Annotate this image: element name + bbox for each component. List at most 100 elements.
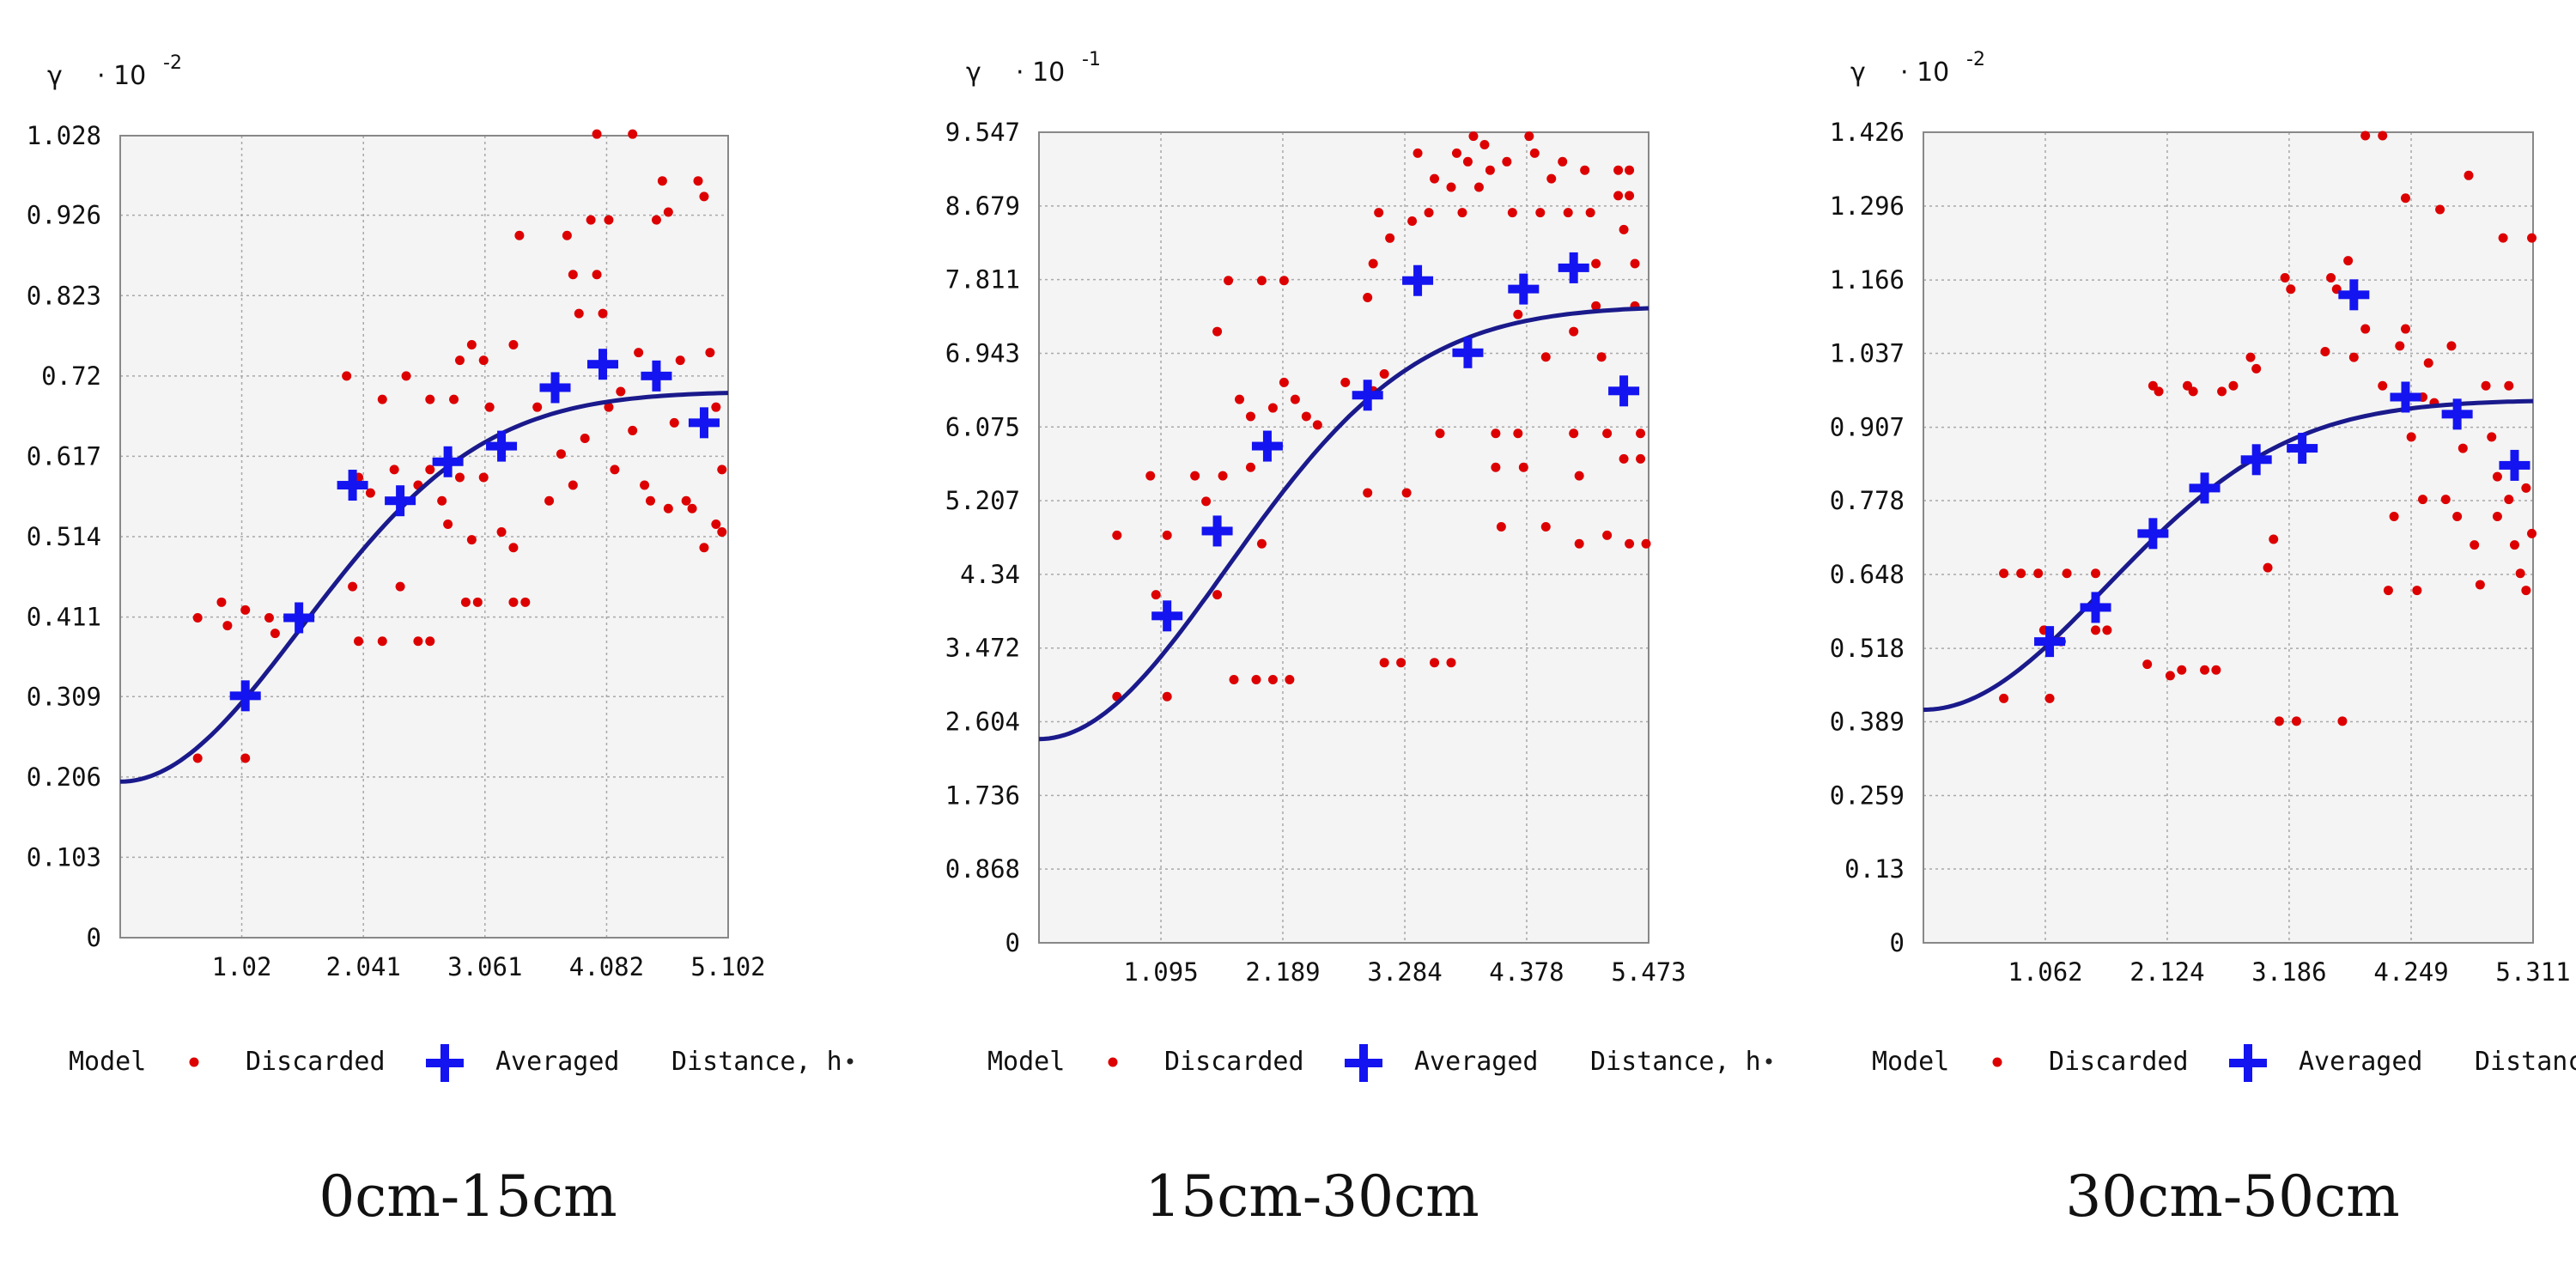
discarded-point — [717, 527, 727, 538]
discarded-point — [1279, 276, 1289, 286]
discarded-point — [508, 597, 519, 607]
discarded-point — [1162, 691, 1172, 702]
discarded-point — [466, 535, 477, 545]
discarded-point — [1279, 377, 1289, 387]
averaged-point — [2441, 398, 2473, 430]
discarded-point — [1540, 521, 1551, 532]
discarded-point — [592, 270, 602, 280]
discarded-point — [1251, 674, 1261, 684]
discarded-point — [508, 339, 519, 349]
legend-discarded-label: Discarded — [1164, 1047, 1304, 1077]
discarded-point — [1201, 496, 1212, 507]
discarded-point — [2263, 562, 2273, 573]
averaged-point-vbar — [2251, 444, 2261, 476]
discarded-point — [1457, 208, 1467, 218]
legend-averaged-label: Averaged — [1414, 1047, 1539, 1077]
discarded-point — [711, 519, 721, 529]
discarded-point — [2521, 483, 2531, 493]
legend-model-label: Model — [987, 1047, 1065, 1077]
discarded-point — [1535, 208, 1546, 218]
averaged-point-vbar — [396, 485, 405, 517]
y-tick-label: 0.411 — [27, 603, 101, 632]
legend-model-label: Model — [1872, 1047, 1949, 1077]
averaged-point — [283, 602, 315, 634]
averaged-point-vbar — [443, 446, 453, 477]
discarded-point — [1496, 521, 1506, 532]
discarded-point — [270, 629, 280, 639]
discarded-point — [1546, 173, 1557, 184]
y-tick-label: 0.206 — [27, 762, 101, 792]
discarded-point — [616, 386, 626, 397]
discarded-point — [2418, 495, 2428, 505]
discarded-point — [2326, 272, 2336, 283]
plot-frame — [119, 135, 729, 939]
averaged-point-vbar — [652, 360, 661, 392]
discarded-point — [2395, 341, 2405, 351]
discarded-point — [634, 348, 644, 358]
discarded-point — [1619, 453, 1629, 464]
discarded-point — [1285, 674, 1295, 684]
averaged-point-vbar — [699, 407, 708, 439]
plot-frame — [1038, 131, 1649, 944]
x-tick-label: 5.311 — [2495, 957, 2570, 987]
chart-caption: 15cm-30cm — [1145, 1163, 1479, 1230]
discarded-point — [2154, 386, 2164, 397]
legend-cross-vbar — [1359, 1044, 1368, 1082]
discarded-point — [1256, 276, 1267, 286]
y-scale-exponent: -2 — [1966, 49, 1985, 70]
discarded-point — [484, 402, 495, 412]
averaged-point — [539, 372, 571, 404]
discarded-point — [586, 215, 596, 225]
chart-caption: 0cm-15cm — [319, 1163, 617, 1230]
legend-discarded-marker — [1992, 1057, 2002, 1067]
discarded-point — [1462, 156, 1473, 167]
discarded-point — [395, 581, 405, 592]
y-tick-label: 0.72 — [41, 361, 101, 391]
discarded-point — [1563, 208, 1573, 218]
discarded-point — [568, 480, 578, 490]
discarded-point — [2211, 665, 2221, 675]
averaged-point-vbar — [1163, 600, 1172, 632]
discarded-point — [1625, 165, 1635, 175]
averaged-point — [1402, 264, 1434, 296]
y-tick-label: 7.811 — [945, 265, 1020, 295]
y-tick-label: 6.943 — [945, 338, 1020, 368]
discarded-point — [2527, 528, 2537, 538]
averaged-point — [2287, 433, 2318, 465]
averaged-point-vbar — [1519, 273, 1528, 305]
discarded-point — [222, 621, 233, 631]
discarded-point — [240, 753, 251, 763]
y-tick-label: 8.679 — [945, 191, 1020, 221]
averaged-point — [688, 407, 720, 439]
discarded-point — [2504, 495, 2514, 505]
discarded-point — [2446, 341, 2457, 351]
discarded-point — [1430, 173, 1440, 184]
averaged-point — [1452, 337, 1484, 368]
discarded-point — [1290, 394, 1300, 404]
discarded-point — [640, 480, 650, 490]
discarded-point — [2091, 625, 2101, 635]
discarded-point — [1413, 148, 1423, 158]
discarded-point — [1451, 148, 1461, 158]
averaged-point-vbar — [1413, 264, 1423, 296]
discarded-point — [1368, 258, 1378, 269]
discarded-point — [2148, 380, 2158, 391]
discarded-point — [1558, 156, 1568, 167]
legend-averaged-marker — [426, 1044, 464, 1082]
averaged-point — [486, 430, 518, 462]
discarded-point — [610, 465, 620, 475]
discarded-point — [1636, 428, 1646, 439]
discarded-point — [699, 543, 709, 553]
averaged-point-vbar — [2452, 398, 2462, 430]
discarded-point — [2142, 659, 2153, 670]
discarded-point — [1145, 471, 1156, 481]
y-tick-label: 0.514 — [27, 522, 101, 551]
x-tick-label: 2.041 — [326, 952, 401, 981]
discarded-point — [2481, 380, 2491, 391]
x-tick-label: 4.249 — [2373, 957, 2448, 987]
discarded-point — [365, 488, 375, 498]
averaged-point — [2189, 472, 2221, 504]
discarded-point — [2458, 443, 2468, 453]
averaged-point-vbar — [1569, 252, 1578, 283]
discarded-point — [425, 394, 435, 404]
